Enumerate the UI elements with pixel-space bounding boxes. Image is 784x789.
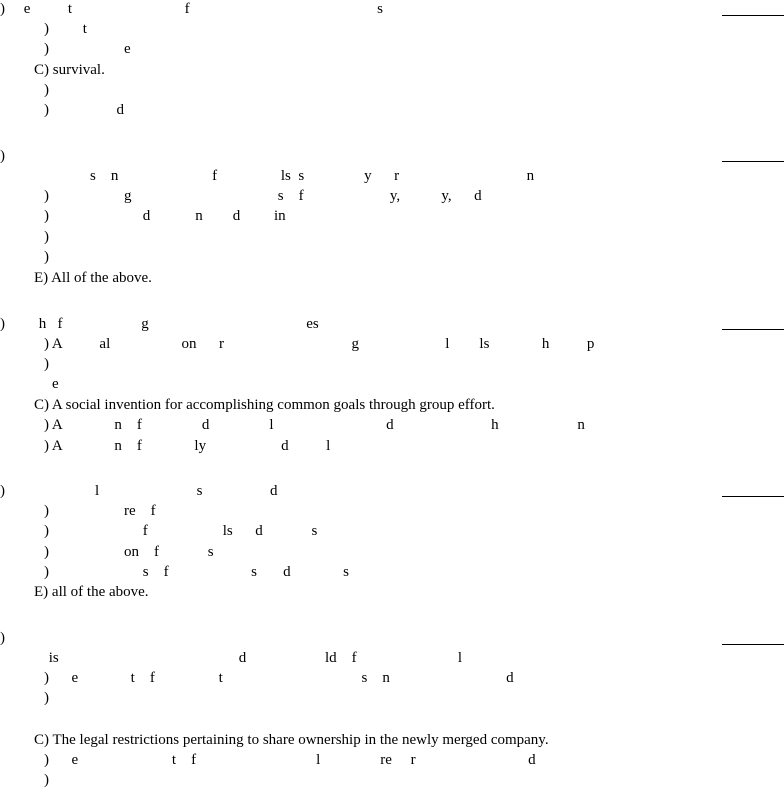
option-b: ) bbox=[44, 356, 49, 372]
question-stem: ) h f g es bbox=[0, 316, 319, 332]
option-a: ) t bbox=[44, 21, 87, 37]
answer-blank[interactable] bbox=[722, 15, 784, 16]
option-e: ) bbox=[44, 772, 49, 788]
option-b-continued: e bbox=[52, 376, 59, 392]
option-c: C) A social invention for accomplishing … bbox=[34, 397, 495, 413]
question-number: ) bbox=[0, 630, 5, 646]
option-b: ) d n d in bbox=[44, 208, 286, 224]
option-d: ) s f s d s bbox=[44, 564, 350, 580]
option-d: ) e t f l re r d bbox=[44, 752, 536, 768]
option-e: E) All of the above. bbox=[34, 270, 152, 286]
option-c: ) bbox=[44, 229, 49, 245]
option-c: ) on f s bbox=[44, 544, 214, 560]
option-d: ) A n f d l d h n bbox=[44, 417, 585, 433]
option-a: ) e t f t s n d bbox=[44, 670, 514, 686]
question-stem: ) e t f s bbox=[0, 1, 383, 17]
option-a: ) A al on r g l ls h p bbox=[44, 336, 595, 352]
option-d: ) bbox=[44, 249, 49, 265]
option-b: ) f ls d s bbox=[44, 523, 318, 539]
option-b: ) e bbox=[44, 41, 131, 57]
option-e: ) A n f ly d l bbox=[44, 438, 331, 454]
option-c: C) survival. bbox=[34, 62, 105, 78]
question-stem: ) l s d bbox=[0, 483, 278, 499]
question-stem: s n f ls s y r n bbox=[0, 168, 535, 184]
option-a: ) re f bbox=[44, 503, 156, 519]
option-c: C) The legal restrictions pertaining to … bbox=[34, 732, 549, 748]
answer-blank[interactable] bbox=[722, 329, 784, 330]
answer-blank[interactable] bbox=[722, 496, 784, 497]
answer-blank[interactable] bbox=[722, 644, 784, 645]
option-d: ) bbox=[44, 82, 49, 98]
option-e: ) d bbox=[44, 102, 124, 118]
option-b: ) bbox=[44, 690, 49, 706]
answer-blank[interactable] bbox=[722, 161, 784, 162]
question-stem: is d ld f l bbox=[0, 650, 463, 666]
option-e: E) all of the above. bbox=[34, 584, 149, 600]
question-number: ) bbox=[0, 148, 5, 164]
option-a: ) g s f y, y, d bbox=[44, 188, 482, 204]
